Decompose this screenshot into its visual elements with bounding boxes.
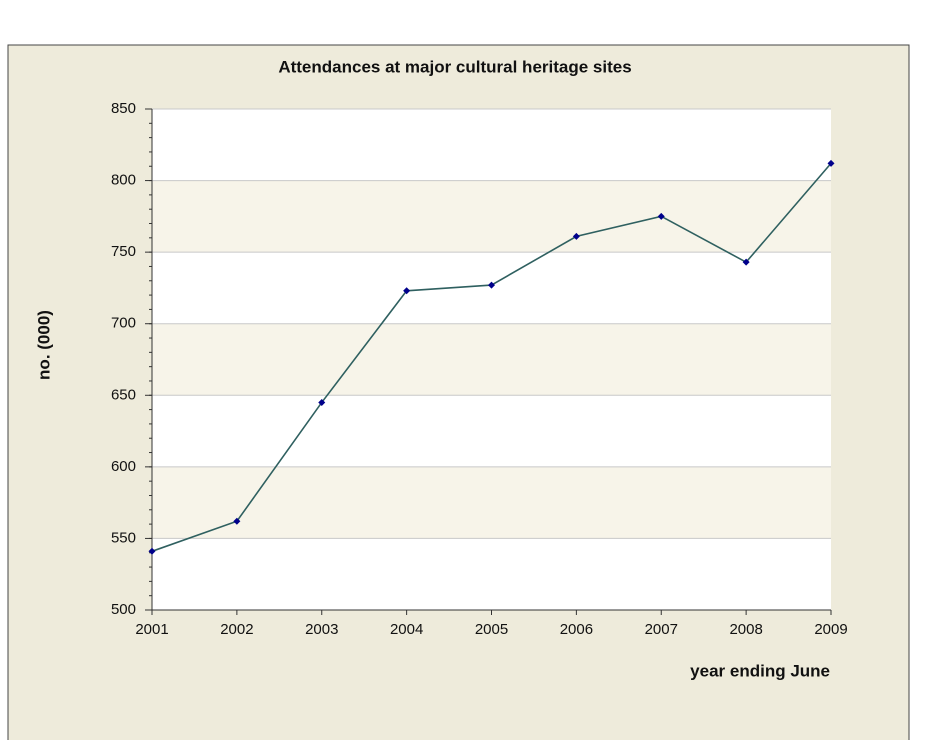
y-tick-label: 750 xyxy=(111,243,136,260)
band xyxy=(152,538,831,610)
y-tick-label: 850 xyxy=(111,100,136,117)
chart-title: Attendances at major cultural heritage s… xyxy=(278,57,631,76)
x-tick-label: 2002 xyxy=(220,621,253,638)
band xyxy=(152,323,831,396)
y-tick-label: 550 xyxy=(111,529,136,546)
data-point xyxy=(148,547,156,555)
data-point xyxy=(233,517,241,525)
x-axis-label: year ending June xyxy=(690,661,830,680)
y-tick-label: 800 xyxy=(111,172,136,189)
x-tick-label: 2006 xyxy=(560,621,593,638)
y-tick-label: 600 xyxy=(111,458,136,475)
band xyxy=(152,180,831,253)
data-point xyxy=(318,398,326,406)
band xyxy=(152,109,831,181)
data-point xyxy=(488,281,495,289)
band xyxy=(152,395,831,467)
data-point xyxy=(827,159,835,167)
x-tick-label: 2009 xyxy=(814,621,847,638)
y-axis-label: no. (000) xyxy=(34,310,53,380)
x-tick-label: 2005 xyxy=(475,621,508,638)
x-tick-label: 2003 xyxy=(305,621,338,638)
x-tick-label: 2008 xyxy=(729,621,762,638)
data-point xyxy=(657,212,665,220)
data-point xyxy=(742,258,750,266)
y-tick-label: 700 xyxy=(111,315,136,332)
band xyxy=(152,466,831,539)
y-tick-label: 500 xyxy=(111,601,136,618)
data-point xyxy=(572,232,580,240)
x-tick-label: 2004 xyxy=(390,621,423,638)
y-tick-label: 650 xyxy=(111,386,136,403)
x-tick-label: 2001 xyxy=(135,621,168,638)
data-point xyxy=(403,287,411,295)
x-tick-label: 2007 xyxy=(645,621,678,638)
